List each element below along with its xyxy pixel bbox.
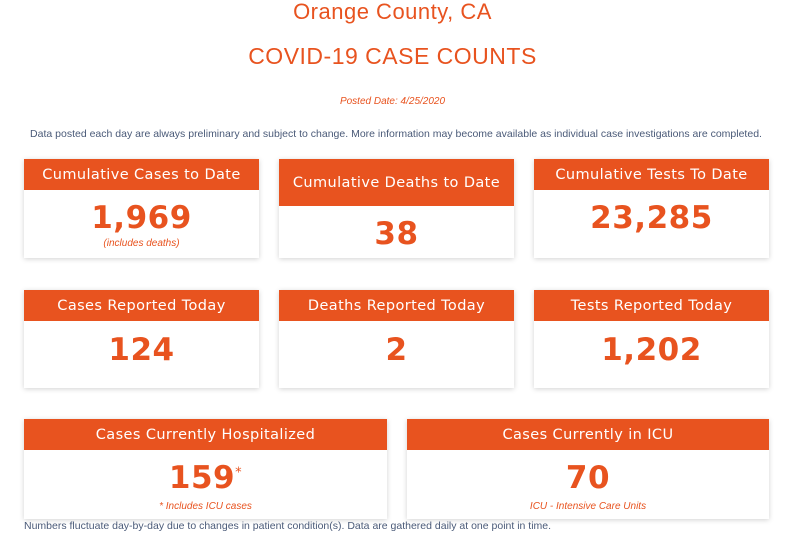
hospitalized-card: Cases Currently Hospitalized 159* * Incl… [24, 419, 387, 519]
cumulative-deaths-value: 38 [374, 216, 419, 252]
icu-card: Cases Currently in ICU 70 ICU - Intensiv… [407, 419, 769, 519]
icu-note: ICU - Intensive Care Units [529, 501, 647, 512]
tests-today-value: 1,202 [601, 332, 702, 368]
cumulative-tests-label: Cumulative Tests To Date [534, 159, 769, 190]
deaths-today-value: 2 [385, 332, 408, 368]
hospitalized-note-wrap: * Includes ICU cases [24, 501, 387, 512]
cumulative-cases-card: Cumulative Cases to Date 1,969 (includes… [24, 159, 259, 258]
tests-today-label: Tests Reported Today [534, 290, 769, 321]
tests-today-card: Tests Reported Today 1,202 [534, 290, 769, 388]
disclaimer-text: Data posted each day are always prelimin… [30, 128, 762, 140]
hospitalized-value-wrap: 159* [24, 460, 387, 496]
cases-today-value: 124 [108, 332, 175, 368]
cumulative-cases-note: (includes deaths) [103, 238, 180, 249]
cumulative-deaths-card: Cumulative Deaths to Date 38 [279, 159, 514, 258]
location-title: Orange County, CA [293, 0, 492, 24]
cumulative-deaths-label: Cumulative Deaths to Date [279, 159, 514, 206]
footer-note: Numbers fluctuate day-by-day due to chan… [24, 520, 552, 532]
cases-today-card: Cases Reported Today 124 [24, 290, 259, 388]
deaths-today-label: Deaths Reported Today [279, 290, 514, 321]
cases-today-label: Cases Reported Today [24, 290, 259, 321]
hospitalized-note: Includes ICU cases [162, 501, 252, 512]
cumulative-tests-card: Cumulative Tests To Date 23,285 [534, 159, 769, 258]
cumulative-cases-label: Cumulative Cases to Date [24, 159, 259, 190]
hospitalized-asterisk: * [235, 465, 243, 481]
cumulative-cases-value: 1,969 [91, 200, 192, 236]
posted-date: Posted Date: 4/25/2020 [339, 96, 446, 107]
icu-label: Cases Currently in ICU [407, 419, 769, 450]
page-title: COVID-19 CASE COUNTS [248, 43, 537, 69]
deaths-today-card: Deaths Reported Today 2 [279, 290, 514, 388]
hospitalized-label: Cases Currently Hospitalized [24, 419, 387, 450]
icu-value: 70 [565, 460, 611, 496]
hospitalized-note-asterisk: * [159, 501, 163, 512]
hospitalized-value: 159 [168, 460, 236, 496]
cumulative-tests-value: 23,285 [590, 200, 713, 236]
